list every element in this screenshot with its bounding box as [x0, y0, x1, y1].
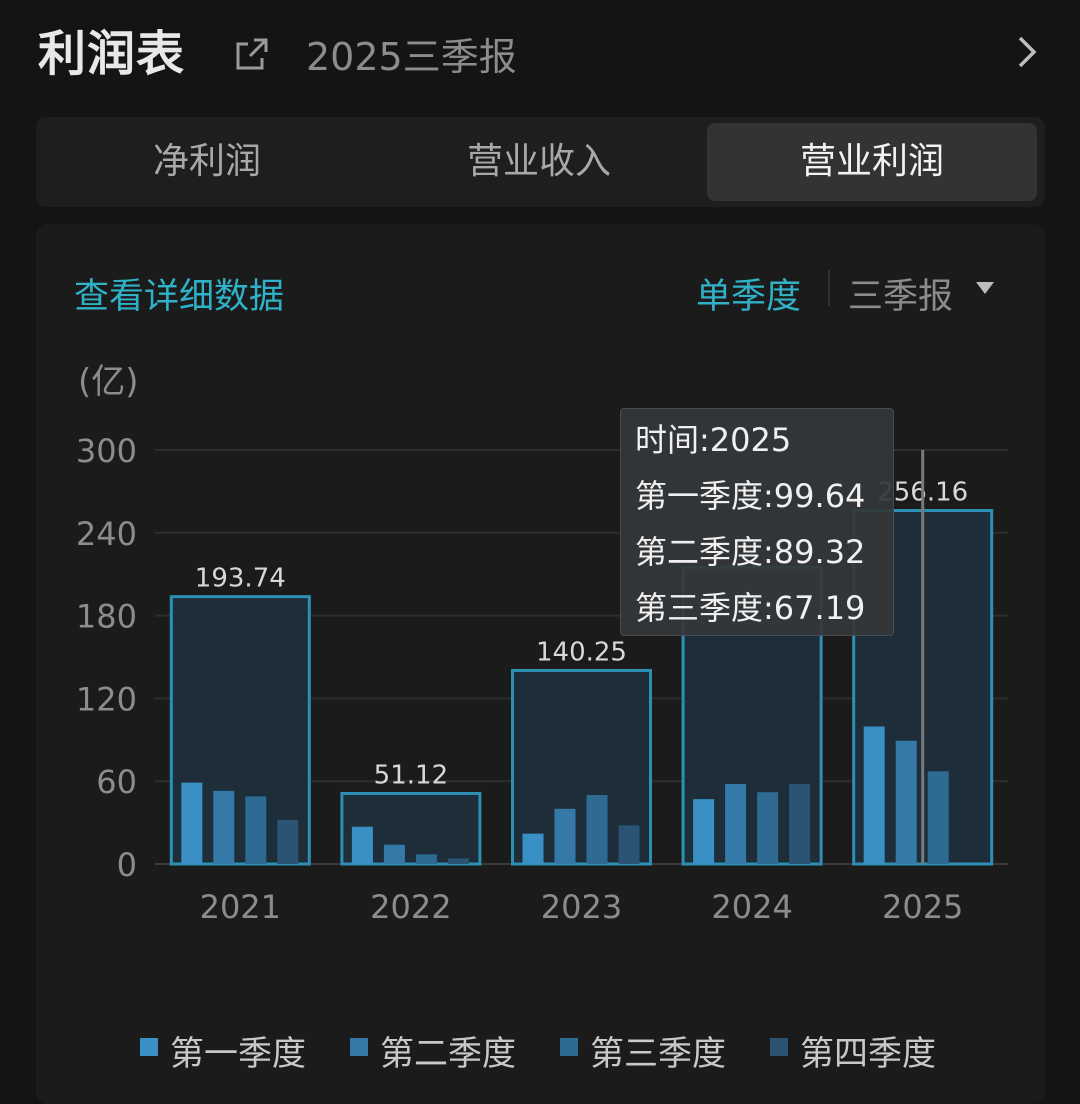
tab-net-profit[interactable]: 净利润 — [152, 141, 261, 182]
bar-2022-q1 — [351, 826, 373, 864]
tooltip-q3: 第三季度:67.19 — [635, 589, 866, 627]
total-label-2023: 140.25 — [536, 637, 627, 667]
x-tick-label-2024: 2024 — [711, 888, 792, 926]
y-tick-label: 0 — [117, 846, 137, 884]
tooltip-q2: 第二季度:89.32 — [635, 533, 866, 571]
bar-2021-q2 — [213, 790, 235, 864]
y-tick-label: 60 — [96, 763, 137, 801]
bar-2023-q2 — [554, 808, 576, 864]
legend-label-q2: 第二季度 — [380, 1034, 516, 1074]
bar-2021-q4 — [277, 819, 299, 864]
legend-swatch-q1 — [140, 1038, 158, 1056]
tooltip-time: 时间:2025 — [635, 421, 792, 459]
period-divider — [828, 270, 830, 306]
bar-2024-q2 — [725, 783, 747, 864]
x-tick-label-2025: 2025 — [882, 888, 963, 926]
bar-2025-q2 — [895, 740, 917, 864]
x-tick-label-2023: 2023 — [541, 888, 622, 926]
chevron-right-icon[interactable] — [1012, 32, 1042, 72]
legend-label-q1: 第一季度 — [170, 1034, 306, 1074]
x-tick-label-2021: 2021 — [200, 888, 281, 926]
period-select[interactable]: 三季报 — [848, 277, 954, 317]
bar-2024-q3 — [757, 792, 779, 864]
caret-down-icon[interactable] — [976, 282, 994, 294]
bar-2022-q2 — [383, 844, 405, 864]
bar-2022-q4 — [447, 858, 469, 864]
tab-revenue[interactable]: 营业收入 — [466, 141, 611, 182]
bar-2025-q1 — [863, 726, 885, 864]
bar-2023-q3 — [586, 795, 608, 864]
metric-tabs: 净利润 营业收入 营业利润 — [36, 117, 1045, 207]
report-period-label: 2025三季报 — [306, 35, 517, 79]
y-tick-label: 180 — [76, 598, 137, 636]
tab-operating-profit[interactable]: 营业利润 — [707, 123, 1037, 201]
bar-2021-q3 — [245, 796, 267, 864]
total-label-2022: 51.12 — [374, 760, 448, 790]
bar-2023-q4 — [618, 825, 640, 864]
legend-swatch-q4 — [770, 1038, 788, 1056]
y-tick-label: 300 — [76, 432, 137, 470]
legend-swatch-q2 — [350, 1038, 368, 1056]
x-tick-label-2022: 2022 — [370, 888, 451, 926]
legend-label-q4: 第四季度 — [800, 1034, 936, 1074]
total-label-2021: 193.74 — [195, 564, 286, 594]
tooltip-q1: 第一季度:99.64 — [635, 477, 866, 515]
bar-2021-q1 — [181, 782, 203, 864]
y-tick-label: 120 — [76, 680, 137, 718]
bar-2024-q4 — [789, 783, 811, 864]
y-axis-unit-label: (亿) — [78, 362, 139, 402]
legend-swatch-q3 — [560, 1038, 578, 1056]
y-tick-label: 240 — [76, 515, 137, 553]
share-icon[interactable] — [232, 34, 272, 74]
bar-2023-q1 — [522, 833, 544, 864]
bar-2024-q1 — [693, 799, 715, 864]
header: 利润表 2025三季报 — [0, 0, 1080, 100]
page-title: 利润表 — [38, 26, 186, 82]
bar-2025-q3 — [927, 771, 949, 864]
chart-tooltip: 时间:2025 第一季度:99.64 第二季度:89.32 第三季度:67.19 — [620, 408, 894, 636]
legend-label-q3: 第三季度 — [590, 1034, 726, 1074]
bar-2022-q3 — [415, 854, 437, 864]
view-detail-link[interactable]: 查看详细数据 — [74, 277, 285, 317]
single-quarter-toggle[interactable]: 单季度 — [696, 277, 802, 317]
